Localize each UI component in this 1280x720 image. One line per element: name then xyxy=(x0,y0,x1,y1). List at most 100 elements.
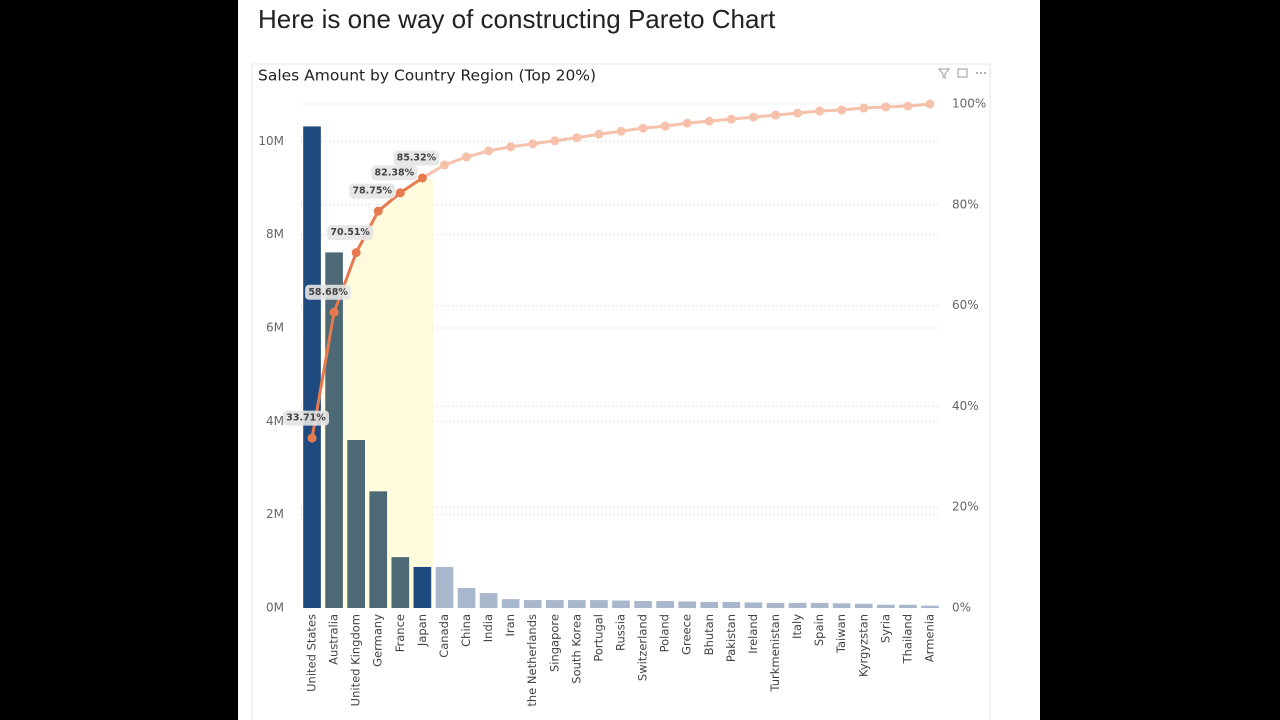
bar xyxy=(899,604,917,608)
x-tick-label: Spain xyxy=(812,614,826,646)
line-point xyxy=(528,139,538,149)
x-tick-label: Canada xyxy=(437,614,451,658)
x-tick-label: Australia xyxy=(327,614,341,665)
line-point xyxy=(594,129,604,139)
line-point xyxy=(307,433,317,443)
filter-icon[interactable] xyxy=(937,68,951,79)
y-tick-label: 0M xyxy=(266,601,284,615)
data-label-box xyxy=(349,183,396,199)
bar xyxy=(545,600,564,608)
bar xyxy=(678,601,697,608)
x-tick-label: Italy xyxy=(790,614,804,639)
bar xyxy=(744,602,763,608)
x-tick-label: Taiwan xyxy=(834,614,848,654)
bar xyxy=(656,601,674,608)
y2-tick-label: 40% xyxy=(952,399,979,413)
bar xyxy=(921,605,939,608)
y2-tick-label: 80% xyxy=(952,197,979,211)
x-tick-label: the Netherlands xyxy=(525,614,539,707)
line-point xyxy=(638,123,648,133)
x-tick-label: Bhutan xyxy=(702,614,716,655)
bar xyxy=(391,557,410,608)
bar xyxy=(612,600,630,608)
y-tick-label: 10M xyxy=(258,134,284,148)
bar xyxy=(788,602,807,608)
line-point xyxy=(748,112,758,122)
bar xyxy=(634,601,652,608)
y2-tick-label: 0% xyxy=(952,601,971,615)
bar xyxy=(568,600,586,608)
bar xyxy=(435,566,454,608)
x-tick-label: Ireland xyxy=(746,614,760,654)
x-tick-label: Turkmenistan xyxy=(768,614,782,693)
x-tick-label: Portugal xyxy=(591,614,605,662)
y-tick-label: 6M xyxy=(266,321,284,335)
more-options-icon[interactable] xyxy=(976,72,986,74)
line-point xyxy=(704,116,714,126)
x-tick-label: France xyxy=(393,614,407,652)
x-tick-label: Germany xyxy=(371,614,385,667)
data-label: 82.38% xyxy=(375,167,415,178)
x-tick-label: Singapore xyxy=(547,614,561,672)
visual-border xyxy=(251,63,991,720)
line-point xyxy=(881,102,891,112)
x-tick-label: Armenia xyxy=(922,614,936,662)
bar xyxy=(877,604,895,608)
line-point xyxy=(395,188,405,198)
data-label-box xyxy=(327,225,374,241)
bar xyxy=(325,252,343,608)
data-label: 33.71% xyxy=(286,413,326,424)
bar xyxy=(347,440,365,608)
y2-tick-label: 100% xyxy=(952,97,986,111)
bar xyxy=(832,603,851,608)
x-tick-label: Japan xyxy=(415,614,429,647)
line-point xyxy=(859,103,869,113)
line-segment xyxy=(332,252,358,313)
y2-tick-label: 60% xyxy=(952,298,979,312)
line-point xyxy=(329,307,339,317)
line-point xyxy=(506,142,516,152)
line-point xyxy=(815,106,825,116)
x-tick-label: Pakistan xyxy=(724,614,738,662)
line-point xyxy=(837,105,847,115)
line-point xyxy=(616,126,626,136)
x-tick-label: Syria xyxy=(878,614,892,643)
line-point xyxy=(726,114,736,124)
line-point xyxy=(925,99,935,109)
x-tick-label: United States xyxy=(305,614,319,692)
line-point xyxy=(682,118,692,128)
page-title: Here is one way of constructing Pareto C… xyxy=(258,4,776,34)
y-tick-label: 8M xyxy=(266,227,284,241)
line-point xyxy=(550,136,560,146)
data-label: 70.51% xyxy=(330,227,370,238)
bar xyxy=(810,602,829,608)
x-tick-label: India xyxy=(481,614,495,642)
line-point xyxy=(903,101,913,111)
bar xyxy=(479,593,498,608)
bar xyxy=(501,599,520,608)
data-label-box xyxy=(283,410,330,426)
x-tick-label: Thailand xyxy=(900,614,914,664)
y-tick-label: 2M xyxy=(266,507,284,521)
bar xyxy=(854,603,873,608)
chart-title: Sales Amount by Country Region (Top 20%) xyxy=(258,67,596,85)
line-point xyxy=(439,160,449,170)
bar xyxy=(722,601,741,608)
bar xyxy=(457,587,476,608)
data-label: 78.75% xyxy=(352,186,392,197)
x-tick-label: Poland xyxy=(658,614,672,652)
bar xyxy=(369,491,388,608)
visual-header-icons[interactable] xyxy=(937,68,986,79)
x-tick-label: Iran xyxy=(503,614,517,636)
bar xyxy=(590,600,608,608)
line-point xyxy=(770,110,780,120)
line-point xyxy=(484,146,494,156)
line-point xyxy=(417,173,427,183)
x-tick-label: China xyxy=(459,614,473,647)
x-tick-label: Russia xyxy=(614,614,628,651)
line-point xyxy=(351,248,361,258)
focus-icon[interactable] xyxy=(957,68,968,78)
bar xyxy=(303,126,321,609)
